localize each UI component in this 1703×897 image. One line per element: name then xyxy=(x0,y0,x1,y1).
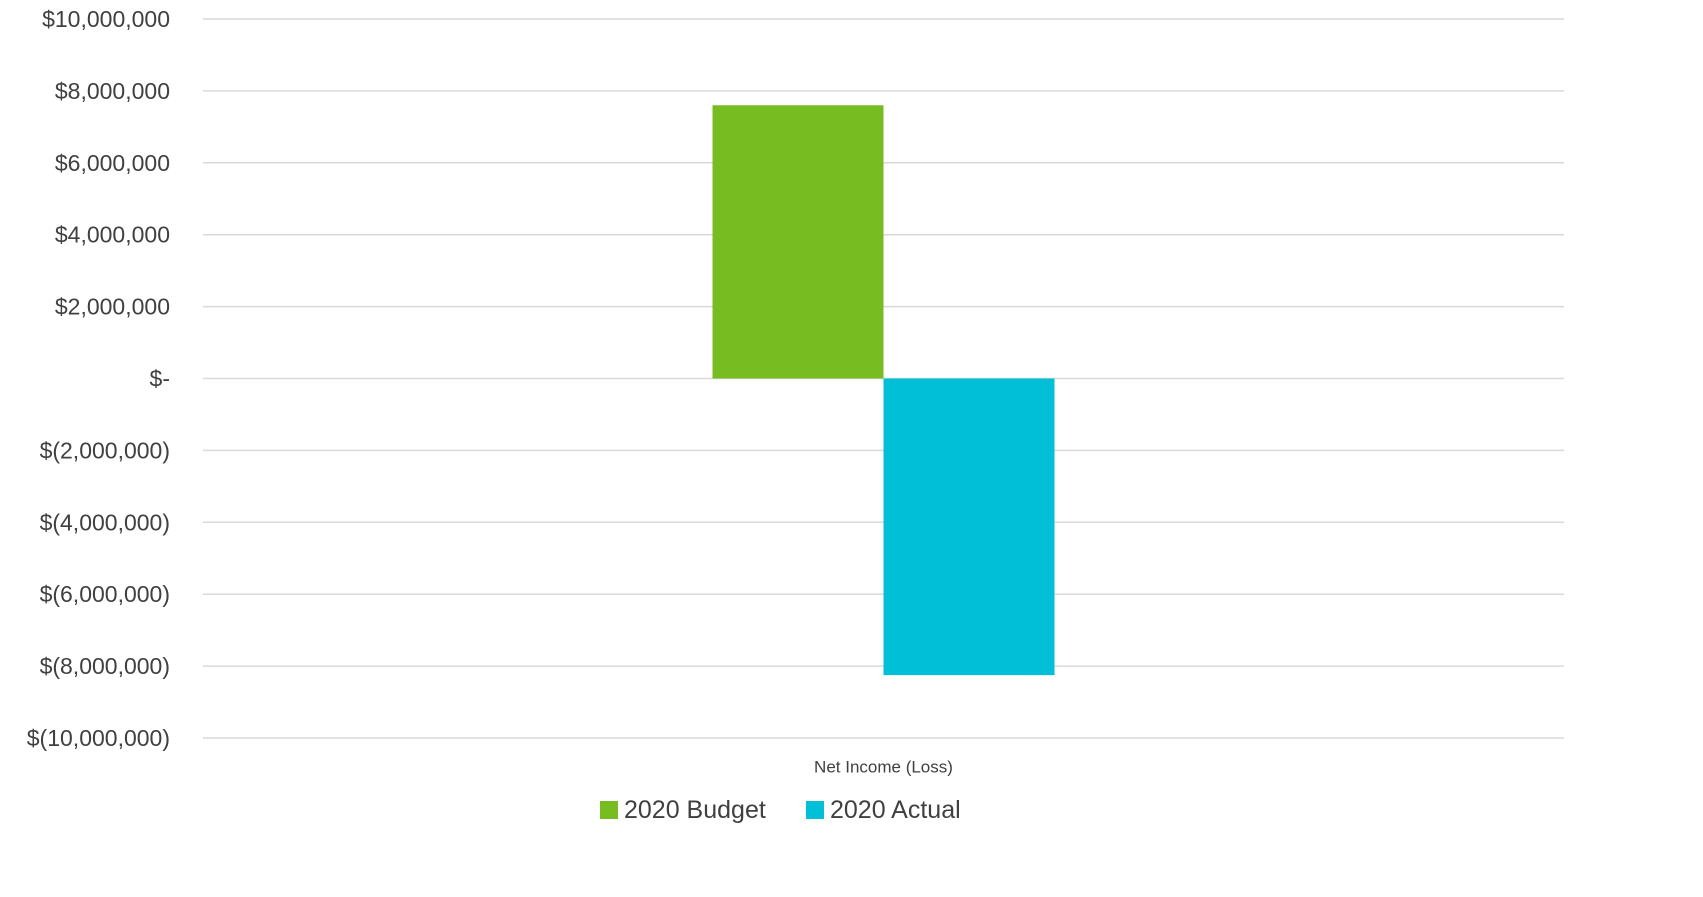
legend-swatch xyxy=(600,801,618,819)
legend-label: 2020 Actual xyxy=(830,796,961,824)
legend: 2020 Budget 2020 Actual xyxy=(600,796,961,824)
y-tick-label: $- xyxy=(150,366,170,392)
legend-swatch xyxy=(806,801,824,819)
y-tick-label: $(4,000,000) xyxy=(40,509,170,535)
y-tick-label: $(2,000,000) xyxy=(40,437,170,463)
bar-2020-budget xyxy=(712,105,884,379)
bars xyxy=(712,105,1055,676)
y-tick-label: $8,000,000 xyxy=(55,78,170,104)
y-tick-label: $(8,000,000) xyxy=(40,653,170,679)
y-tick-label: $10,000,000 xyxy=(42,6,170,32)
y-tick-label: $6,000,000 xyxy=(55,150,170,176)
y-axis-tick-labels: $10,000,000 $8,000,000 $6,000,000 $4,000,00… xyxy=(27,6,170,751)
y-tick-label: $(6,000,000) xyxy=(40,581,170,607)
legend-label: 2020 Budget xyxy=(624,796,766,824)
bar-2020-actual xyxy=(883,378,1055,676)
y-tick-label: $4,000,000 xyxy=(55,222,170,248)
x-tick-label: Net Income (Loss) xyxy=(814,758,953,777)
y-tick-label: $2,000,000 xyxy=(55,294,170,320)
y-tick-label: $(10,000,000) xyxy=(27,725,170,751)
